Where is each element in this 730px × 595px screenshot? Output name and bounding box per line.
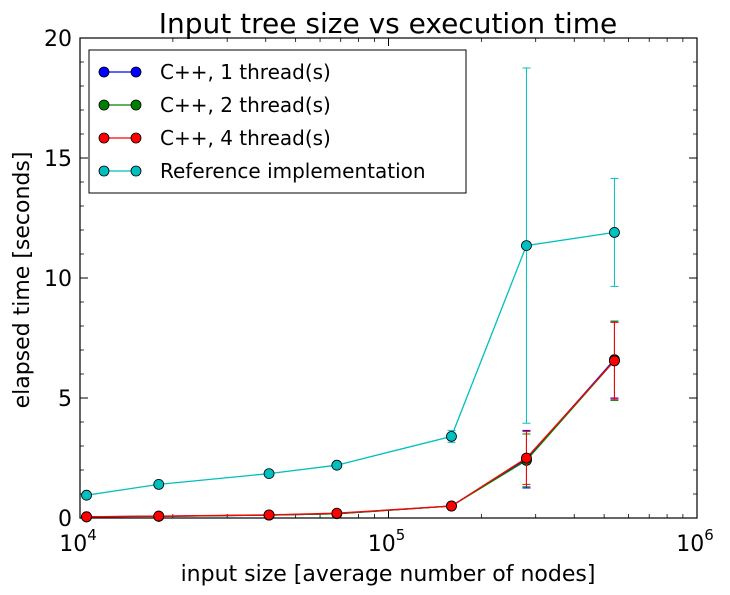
data-point-reference-implementation (446, 430, 457, 442)
legend-marker (98, 165, 110, 177)
series-line-c-2-thread-s (86, 360, 615, 518)
y-tick-label: 20 (44, 27, 72, 52)
series-line-c-4-thread-s (86, 360, 615, 518)
x-tick-label: 106 (676, 526, 714, 557)
data-point-reference-implementation (609, 226, 620, 238)
y-tick-label: 10 (44, 267, 72, 292)
data-point-c-4-thread-s (153, 510, 165, 522)
legend-marker (130, 99, 142, 111)
data-point-c-4-thread-s (609, 355, 620, 367)
series-line-reference-implementation (86, 231, 615, 496)
data-point-c-4-thread-s (81, 511, 92, 523)
legend-marker (130, 66, 142, 78)
data-point-c-4-thread-s (331, 507, 343, 519)
legend-marker (98, 132, 110, 144)
legend-marker (98, 66, 110, 78)
data-point-c-4-thread-s (263, 509, 275, 521)
x-tick-label: 104 (59, 526, 97, 557)
data-point-reference-implementation (263, 468, 275, 480)
x-tick-label: 105 (368, 526, 406, 557)
data-point-reference-implementation (331, 459, 343, 471)
y-tick-label: 5 (58, 387, 72, 412)
data-point-reference-implementation (521, 240, 532, 252)
y-tick-label: 0 (58, 507, 72, 532)
legend-label: C++, 2 thread(s) (160, 93, 331, 117)
legend-marker (98, 99, 110, 111)
series-line-c-1-thread-s (86, 359, 615, 518)
y-tick-label: 15 (44, 147, 72, 172)
legend-label: Reference implementation (160, 159, 426, 183)
legend-label: C++, 1 thread(s) (160, 60, 331, 84)
legend-marker (130, 132, 142, 144)
data-point-reference-implementation (153, 478, 165, 490)
legend-marker (130, 165, 142, 177)
x-axis-label: input size [average number of nodes] (181, 562, 596, 587)
data-point-c-4-thread-s (521, 452, 532, 464)
data-point-reference-implementation (81, 489, 92, 501)
legend-label: C++, 4 thread(s) (160, 126, 331, 150)
legend-box (88, 49, 467, 194)
y-axis-label: elapsed time [seconds] (10, 152, 35, 409)
chart-title: Input tree size vs execution time (159, 7, 618, 40)
data-point-c-4-thread-s (446, 500, 457, 512)
